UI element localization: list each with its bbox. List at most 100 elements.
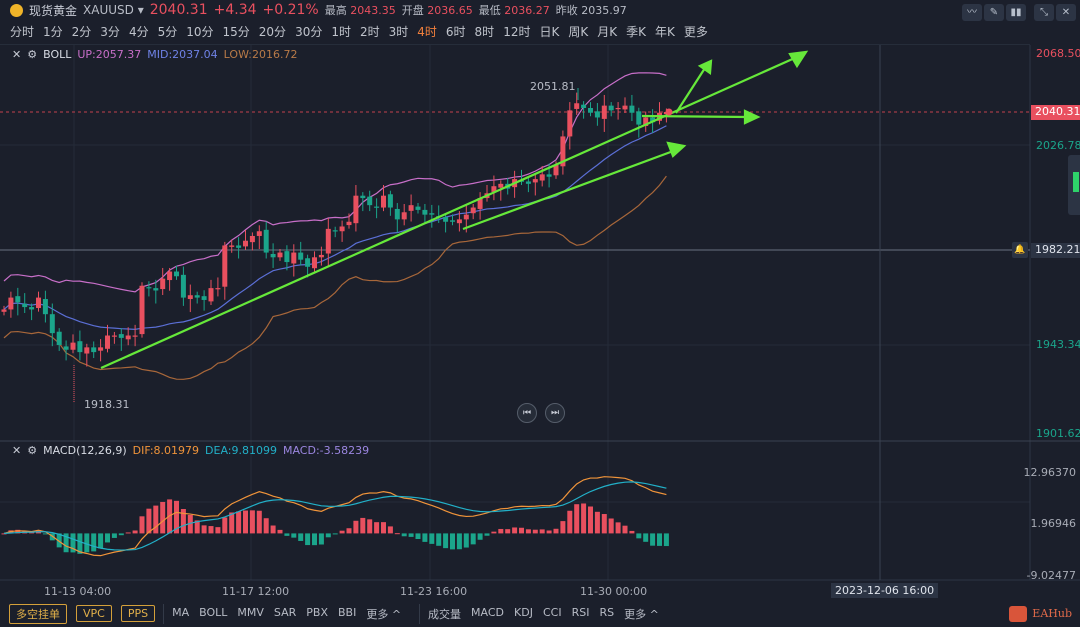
collapse-icon[interactable]: ⤡: [1034, 4, 1054, 21]
macd-histogram-bar: [29, 532, 35, 534]
timeframe-tab[interactable]: 周K: [568, 25, 589, 39]
timeframe-tab[interactable]: 年K: [654, 25, 675, 39]
indicator-button[interactable]: PBX: [306, 605, 328, 619]
eahub-logo-icon: [1009, 605, 1028, 622]
boll-mid-line: [3, 125, 667, 330]
candle-body: [429, 213, 435, 215]
timeframe-tab[interactable]: 2分: [71, 25, 92, 39]
indicator-button[interactable]: SAR: [273, 605, 297, 619]
candle-body: [243, 240, 248, 247]
candle-body: [77, 341, 83, 353]
macd-histogram-bar: [546, 530, 552, 534]
candle-body: [125, 335, 131, 340]
macd-histogram-bar: [498, 528, 504, 534]
timeframe-tab[interactable]: 6时: [445, 25, 466, 39]
timeframe-tab[interactable]: 4分: [128, 25, 149, 39]
indicator-button[interactable]: RSI: [571, 605, 590, 619]
trendline-up: [675, 67, 706, 114]
macd-histogram-bar: [70, 533, 76, 553]
timeframe-tab[interactable]: 5分: [157, 25, 178, 39]
macd-histogram-bar: [298, 533, 304, 541]
timeframe-tab[interactable]: 分时: [10, 25, 35, 39]
candle-body: [525, 181, 531, 184]
arrow-head: [697, 59, 713, 75]
macd-histogram-bar: [374, 522, 380, 534]
next-page-icon[interactable]: ⏭: [545, 403, 565, 423]
timeframe-tab[interactable]: 更多: [683, 25, 708, 39]
indicator-button[interactable]: MMV: [237, 605, 264, 619]
close-indicator-icon[interactable]: ✕: [12, 48, 22, 61]
close-icon[interactable]: ✕: [1056, 4, 1076, 21]
symbol-selector[interactable]: XAUUSD ▾: [83, 3, 144, 17]
timeframe-tab[interactable]: 季K: [626, 25, 646, 39]
macd-histogram-bar: [49, 533, 55, 541]
macd-histogram-bar: [657, 533, 662, 546]
macd-histogram-bar: [429, 533, 435, 544]
indicator-button[interactable]: BOLL: [199, 605, 228, 619]
macd-histogram-bar: [187, 514, 193, 534]
bottom-toolbar: 多空挂单 VPC PPS MA BOLL MMV SAR PBX BBI 更多 ^ 成交量 M…: [0, 600, 1080, 627]
timeframe-tab[interactable]: 1分: [43, 25, 63, 39]
line-chart-icon[interactable]: 〰: [962, 4, 982, 21]
timeframe-tab[interactable]: 1时: [331, 25, 351, 39]
timeframe-tab[interactable]: 3分: [100, 25, 120, 39]
macd-histogram-bar: [477, 533, 483, 540]
vpc-button[interactable]: VPC: [76, 605, 112, 622]
macd-histogram-bar: [132, 530, 138, 534]
timeframe-tab[interactable]: 4时: [417, 25, 437, 39]
timeframe-tab[interactable]: 日K: [539, 25, 560, 39]
candle-body: [629, 105, 635, 113]
indicator-button[interactable]: KDJ: [514, 605, 533, 619]
indicator-button[interactable]: CCI: [542, 605, 562, 619]
axis-label-bottom: 1901.62: [1036, 427, 1080, 440]
draw-pen-icon[interactable]: ✎: [984, 4, 1004, 21]
candle-body: [615, 107, 621, 110]
indicator-button[interactable]: 成交量: [428, 607, 462, 621]
timeframe-tab[interactable]: 15分: [222, 25, 250, 39]
candle-body: [394, 208, 400, 220]
indicator-button[interactable]: MACD: [471, 605, 505, 619]
candle-style-icon[interactable]: ▮▮: [1006, 4, 1026, 21]
macd-histogram-bar: [643, 533, 649, 542]
indicator-button[interactable]: MA: [172, 605, 190, 619]
candle-body: [643, 117, 649, 127]
arrow-head: [743, 109, 761, 125]
indicator-button[interactable]: BBI: [337, 605, 357, 619]
timeframe-tab[interactable]: 8时: [474, 25, 495, 39]
macd-histogram-bar: [229, 512, 235, 534]
timeframe-tab[interactable]: 30分: [295, 25, 323, 39]
pps-button[interactable]: PPS: [120, 605, 156, 622]
macd-histogram-bar: [601, 514, 607, 534]
macd-histogram-bar: [360, 517, 366, 534]
candle-body: [1, 309, 7, 312]
timeframe-tab[interactable]: 10分: [186, 25, 214, 39]
settings-icon[interactable]: ⚙: [27, 48, 38, 61]
macd-histogram-bar: [408, 533, 414, 537]
macd-histogram-bar: [160, 501, 166, 534]
timeframe-tab[interactable]: 3时: [388, 25, 409, 39]
boll-upper-line: [3, 72, 667, 293]
timeframe-tab[interactable]: 月K: [597, 25, 618, 39]
macd-histogram-bar: [263, 518, 269, 534]
price-chart[interactable]: [0, 0, 1080, 600]
indicator-button[interactable]: 更多 ^: [624, 607, 659, 621]
prev-page-icon[interactable]: ⏮: [517, 403, 537, 423]
time-label: 11-17 12:00: [222, 585, 290, 598]
macd-histogram-bar: [291, 533, 297, 538]
order-book-button[interactable]: 多空挂单: [9, 603, 67, 624]
eahub-brand[interactable]: EAHub: [1009, 605, 1072, 622]
timeframe-tab[interactable]: 20分: [258, 25, 287, 39]
close-indicator-icon[interactable]: ✕: [12, 444, 22, 457]
macd-histogram-bar: [249, 510, 255, 534]
timeframe-tab[interactable]: 12时: [503, 25, 531, 39]
timeframe-tab[interactable]: 2时: [359, 25, 380, 39]
alert-bell-icon[interactable]: 🔔: [1012, 242, 1028, 258]
side-panel-toggle[interactable]: [1068, 155, 1080, 215]
settings-icon[interactable]: ⚙: [27, 444, 38, 457]
indicator-button[interactable]: RS: [599, 605, 615, 619]
candle-body: [270, 253, 276, 258]
candle-body: [8, 297, 14, 310]
candle-body: [353, 195, 359, 224]
instrument-name[interactable]: 现货黄金: [29, 3, 78, 18]
indicator-button[interactable]: 更多 ^: [366, 607, 402, 621]
